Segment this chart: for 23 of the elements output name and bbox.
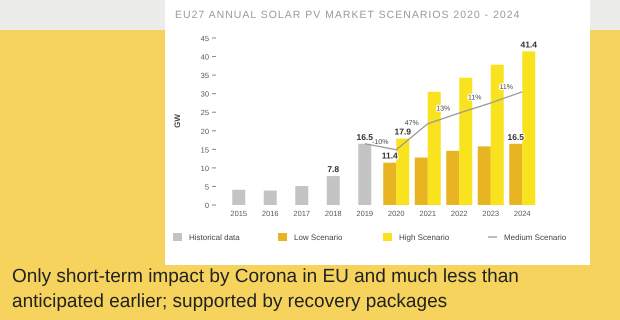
legend-label: Low Scenario	[294, 233, 344, 242]
text: Only short-term impact by Corona in EU and much less than anticipated earlier; supported by recovery packages	[12, 266, 519, 312]
bar	[326, 176, 340, 205]
legend-label: Historical data	[189, 233, 240, 242]
bar	[414, 158, 428, 205]
legend-label: Medium Scenario	[504, 233, 567, 242]
bar	[295, 186, 308, 205]
data-label: 17.9	[394, 126, 412, 137]
legend-label: High Scenario	[399, 233, 450, 242]
bar	[383, 162, 396, 205]
bar	[396, 138, 410, 205]
bar	[478, 146, 491, 205]
bar	[264, 190, 277, 205]
chart-title: EU27 ANNUAL SOLAR PV MARKET SCENARIOS 2020 - 2024	[175, 9, 520, 21]
bar	[509, 144, 522, 205]
data-label: 41.4	[520, 39, 538, 50]
data-label: 16.5	[356, 132, 374, 142]
bar	[358, 144, 372, 205]
y-axis-title: GW	[173, 114, 182, 128]
data-label: 7.8	[327, 164, 340, 174]
bar	[446, 150, 460, 205]
bar	[522, 51, 536, 205]
bar	[232, 190, 246, 205]
